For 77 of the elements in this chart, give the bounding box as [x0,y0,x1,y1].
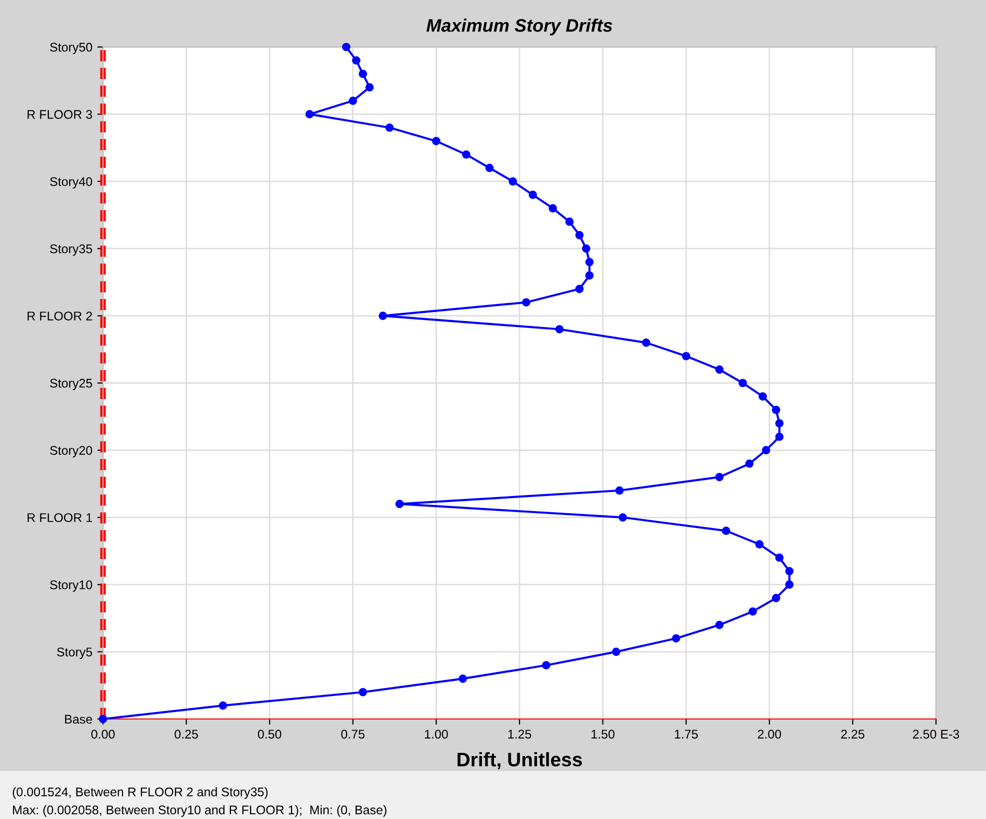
point [758,392,767,401]
x-tick-label: 0.50 [258,730,282,739]
point [432,136,440,146]
point [98,714,108,724]
point [585,258,594,266]
point [582,244,590,253]
y-tick-label: Story50 [50,42,92,54]
point [508,177,518,186]
x-tick-label: 1.75 [674,730,698,739]
point [575,230,584,240]
point [358,688,368,696]
y-tick-label: Story5 [57,648,92,659]
point [748,607,757,616]
point [358,70,368,78]
point [775,432,784,441]
point [672,634,680,643]
point [548,204,557,212]
point [575,284,584,294]
x-tick-label: 2.00 [758,730,782,739]
point [715,472,724,482]
point [615,486,624,495]
point [342,42,350,52]
point [365,83,374,92]
point [395,500,404,508]
x-tick-label: 1.50 [592,730,614,739]
point [762,446,770,454]
y-tick-label: Story10 [50,580,92,592]
x-tick-label: 1.25 [508,730,532,739]
y-tick-label: R FLOOR 2 [28,312,92,320]
chart-title: Maximum Story Drifts [426,18,612,36]
point [385,123,394,132]
x-tick-label: 2.50 E-3 [913,730,960,739]
point [772,406,780,414]
y-tick-label: Base [65,714,92,724]
point [565,218,574,226]
point [772,594,780,602]
point [745,459,754,468]
point [785,580,794,589]
point [555,325,564,334]
point [775,554,784,562]
text: (0.001524, Between R FLOOR 2 and Story35) [12,787,268,799]
x-tick-label: 2.25 [841,730,864,739]
y-tick-label: Story20 [50,446,92,458]
x-tick-label: 0.00 [91,730,115,739]
point [522,298,530,307]
point [458,674,468,683]
point [348,96,358,105]
point [738,378,747,388]
point [585,271,594,280]
y-tick-label: Story25 [50,378,92,390]
x-tick-label: 0.75 [341,730,365,739]
point [715,365,724,374]
point [715,620,724,630]
point [682,352,690,360]
point [775,419,784,428]
point [722,526,730,536]
point [485,164,494,172]
point [542,661,550,670]
point [218,701,228,710]
point [612,648,620,656]
y-tick-label: Story35 [50,244,92,256]
y-tick-label: R FLOOR 1 [28,513,92,522]
point [618,513,627,522]
point [642,338,650,347]
x-axis-title: Drift, Unitless [458,752,582,770]
point [305,110,314,118]
point [785,566,794,576]
y-tick-label: Story40 [50,177,92,189]
y-tick-label: R FLOOR 3 [28,110,92,119]
x-tick-label: 0.25 [174,730,198,739]
point [755,540,764,548]
point [378,312,388,320]
point [462,150,470,159]
point [352,56,360,65]
text: Max: (0.002058, Between Story10 and R FLOOR 1); Min: (0, Base) [13,805,386,817]
point [528,190,537,200]
x-tick-label: 1.00 [424,730,448,739]
